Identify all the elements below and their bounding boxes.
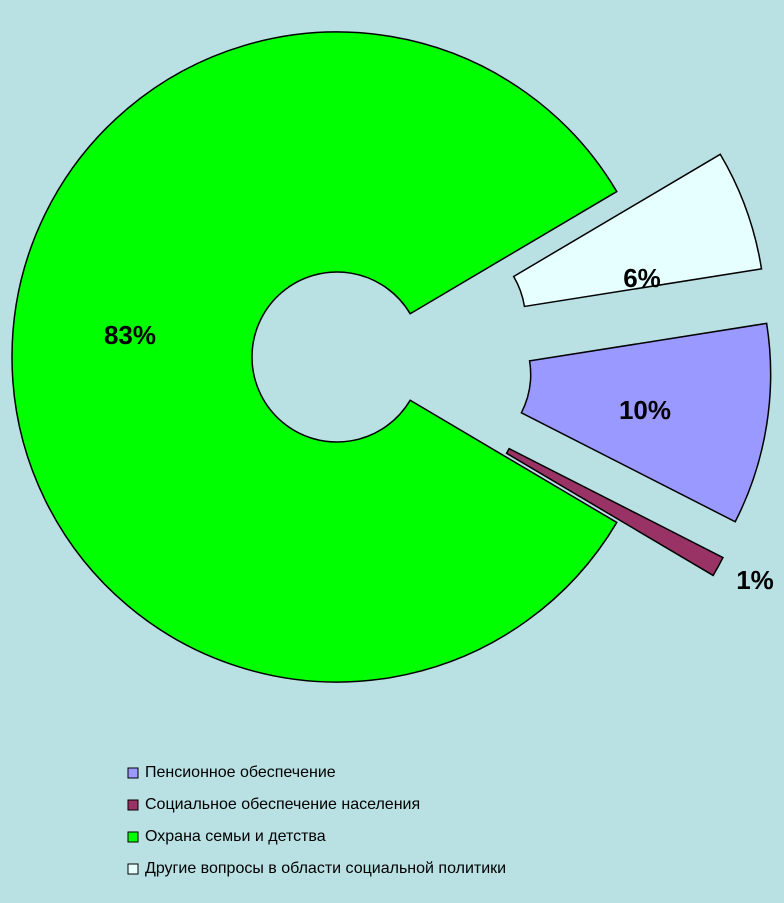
donut-slice — [520, 322, 772, 523]
legend-label: Пенсионное обеспечение — [145, 764, 336, 781]
donut-slice — [512, 153, 763, 308]
legend-swatch — [127, 863, 139, 875]
legend-label: Социальное обеспечение населения — [145, 796, 420, 813]
legend-label: Другие вопросы в области социальной поли… — [145, 860, 506, 877]
legend-swatch — [127, 767, 139, 779]
legend-swatch — [127, 831, 139, 843]
value-label: 1% — [736, 565, 774, 595]
value-label: 6% — [623, 263, 661, 293]
donut-slice — [11, 31, 618, 683]
value-label: 10% — [619, 395, 671, 425]
legend-swatch — [127, 799, 139, 811]
value-label: 83% — [104, 320, 156, 350]
legend-label: Охрана семьи и детства — [145, 828, 326, 845]
donut-slice — [505, 447, 724, 577]
